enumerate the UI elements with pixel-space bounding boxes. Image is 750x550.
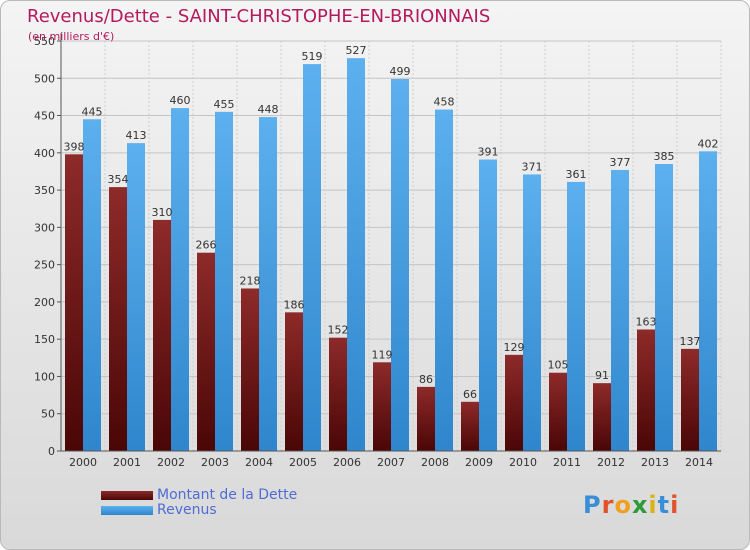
bar-dette	[417, 386, 435, 451]
x-tick-label: 2014	[685, 456, 713, 469]
x-tick-label: 2006	[333, 456, 361, 469]
legend-label-dette: Montant de la Dette	[157, 487, 298, 503]
data-label-revenus: 448	[258, 103, 279, 116]
data-label-dette: 66	[463, 388, 477, 401]
y-tick-label: 450	[34, 110, 55, 123]
bar-dette	[373, 362, 391, 451]
x-tick-label: 2001	[113, 456, 141, 469]
x-tick-label: 2007	[377, 456, 405, 469]
bar-revenus	[699, 151, 717, 451]
data-label-revenus: 445	[82, 105, 103, 118]
bar-dette	[505, 354, 523, 451]
x-tick-label: 2008	[421, 456, 449, 469]
data-label-dette: 186	[284, 298, 305, 311]
data-label-dette: 86	[419, 373, 433, 386]
bar-revenus	[259, 117, 277, 451]
y-tick-label: 100	[34, 370, 55, 383]
x-tick-label: 2004	[245, 456, 273, 469]
data-label-revenus: 413	[126, 129, 147, 142]
bar-revenus	[171, 108, 189, 451]
bar-dette	[285, 312, 303, 451]
data-label-revenus: 519	[302, 50, 323, 63]
y-tick-label: 550	[34, 35, 55, 48]
data-label-revenus: 455	[214, 98, 235, 111]
data-label-revenus: 391	[478, 146, 499, 159]
bar-revenus	[391, 79, 409, 451]
y-tick-label: 0	[48, 445, 55, 458]
bar-dette	[197, 252, 215, 451]
x-tick-label: 2010	[509, 456, 537, 469]
data-label-dette: 266	[196, 239, 217, 252]
data-label-dette: 163	[636, 315, 657, 328]
y-tick-label: 150	[34, 333, 55, 346]
data-label-dette: 398	[64, 140, 85, 153]
data-label-revenus: 385	[654, 150, 675, 163]
y-tick-label: 200	[34, 296, 55, 309]
data-label-dette: 152	[328, 324, 349, 337]
bar-dette	[461, 401, 479, 451]
x-tick-label: 2000	[69, 456, 97, 469]
x-tick-label: 2005	[289, 456, 317, 469]
data-label-dette: 105	[548, 359, 569, 372]
x-tick-label: 2011	[553, 456, 581, 469]
legend-swatch-revenus	[101, 506, 153, 515]
bar-revenus	[655, 164, 673, 451]
y-tick-label: 400	[34, 147, 55, 160]
data-label-revenus: 377	[610, 156, 631, 169]
legend-label-revenus: Revenus	[157, 502, 217, 518]
data-label-dette: 91	[595, 369, 609, 382]
chart-subtitle: (en milliers d'€)	[28, 30, 115, 43]
data-label-dette: 119	[372, 348, 393, 361]
bar-dette	[637, 329, 655, 451]
bar-revenus	[567, 181, 585, 451]
bar-dette	[241, 288, 259, 451]
data-label-dette: 310	[152, 206, 173, 219]
data-label-dette: 218	[240, 274, 261, 287]
bar-dette	[593, 383, 611, 451]
bar-revenus	[303, 64, 321, 451]
y-tick-label: 300	[34, 221, 55, 234]
data-label-dette: 129	[504, 341, 525, 354]
data-label-revenus: 499	[390, 65, 411, 78]
y-tick-label: 250	[34, 259, 55, 272]
proxiti-logo: Proxiti	[583, 491, 680, 519]
data-label-dette: 354	[108, 173, 129, 186]
legend-swatch-dette	[101, 491, 153, 500]
bar-revenus	[479, 159, 497, 451]
data-label-revenus: 361	[566, 168, 587, 181]
bar-revenus	[347, 58, 365, 452]
x-tick-label: 2009	[465, 456, 493, 469]
data-label-revenus: 371	[522, 160, 543, 173]
data-label-dette: 137	[680, 335, 701, 348]
bar-dette	[681, 348, 699, 451]
bar-revenus	[83, 119, 101, 451]
bar-revenus	[435, 109, 453, 451]
bar-revenus	[611, 169, 629, 452]
x-tick-label: 2013	[641, 456, 669, 469]
bar-dette	[109, 187, 127, 452]
bar-revenus	[523, 174, 541, 451]
chart-title: Revenus/Dette - SAINT-CHRISTOPHE-EN-BRIO…	[27, 6, 491, 27]
bar-dette	[329, 337, 347, 451]
data-label-revenus: 458	[434, 96, 455, 109]
x-tick-label: 2012	[597, 456, 625, 469]
x-tick-label: 2002	[157, 456, 185, 469]
data-label-revenus: 527	[346, 44, 367, 57]
bar-revenus	[215, 111, 233, 452]
bar-dette	[153, 219, 171, 451]
x-tick-label: 2003	[201, 456, 229, 469]
y-tick-label: 50	[41, 408, 55, 421]
data-label-revenus: 402	[698, 137, 719, 150]
bar-revenus	[127, 143, 145, 452]
y-tick-label: 350	[34, 184, 55, 197]
y-tick-label: 500	[34, 72, 55, 85]
data-label-revenus: 460	[170, 94, 191, 107]
bar-dette	[549, 372, 567, 451]
bar-dette	[65, 154, 83, 452]
